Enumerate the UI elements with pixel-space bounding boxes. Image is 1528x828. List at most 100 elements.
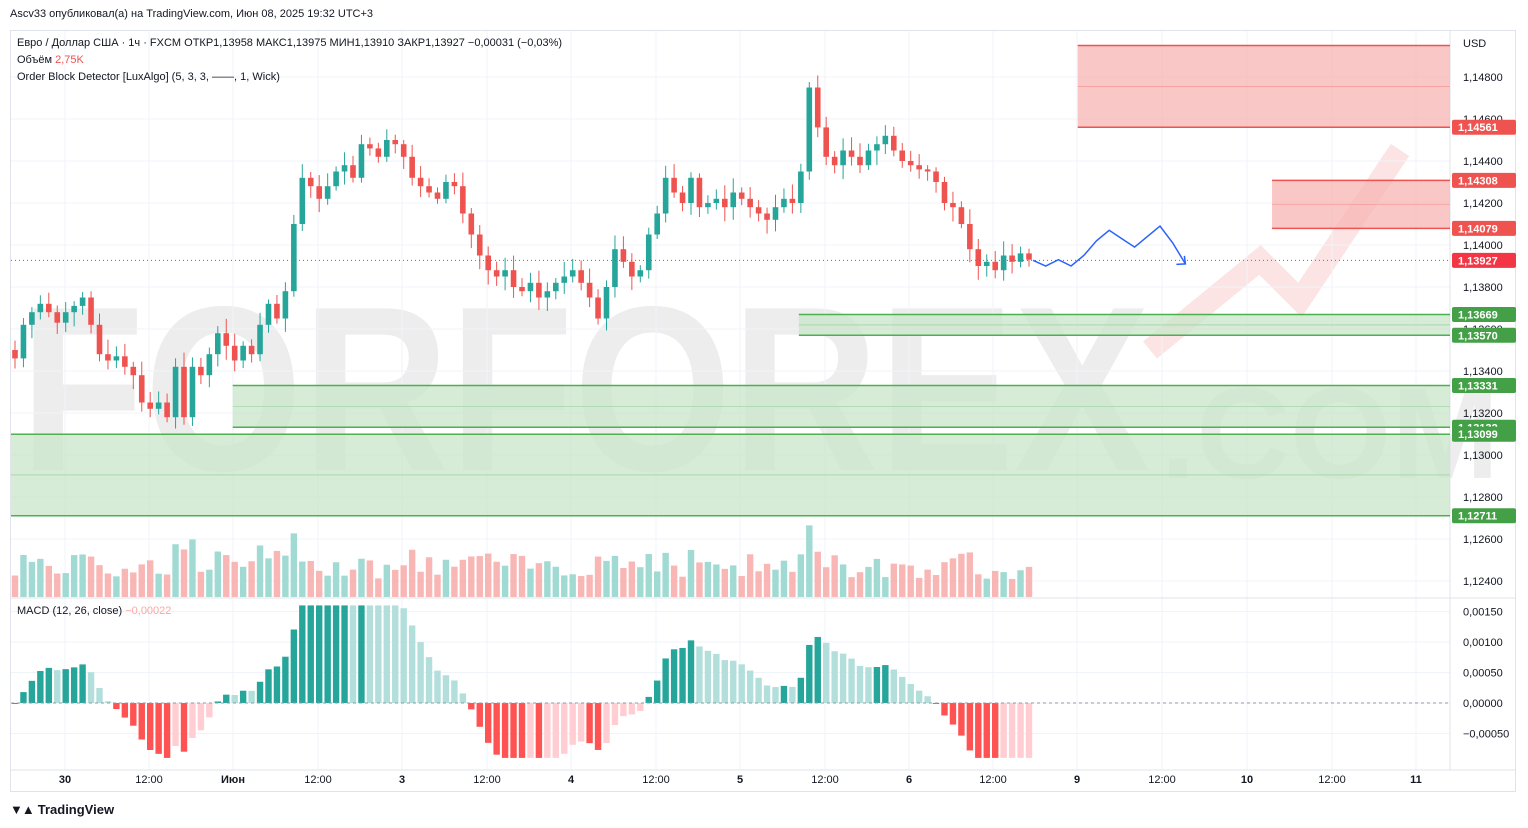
time-tick-label: 12:00 xyxy=(979,774,1007,786)
currency-label[interactable]: USD xyxy=(1463,38,1487,50)
volume-bar xyxy=(687,549,695,597)
volume-legend[interactable]: Объём 2,75K xyxy=(17,52,562,69)
candle-body xyxy=(502,270,508,277)
macd-histogram-bar xyxy=(147,703,154,750)
volume-bar xyxy=(392,569,399,597)
volume-bar xyxy=(130,572,137,597)
candle-body xyxy=(629,261,635,277)
candle-body xyxy=(79,297,86,306)
candle-body xyxy=(20,324,27,359)
candle-body xyxy=(831,156,838,166)
volume-bar xyxy=(147,560,154,597)
candle-body xyxy=(789,198,796,203)
time-tick-label: 12:00 xyxy=(135,774,163,786)
volume-bar xyxy=(248,561,255,597)
volume-bar xyxy=(45,565,52,597)
candle-body xyxy=(569,270,576,277)
candle-body xyxy=(493,270,500,277)
macd-histogram-bar xyxy=(839,653,847,703)
time-tick-label: 4 xyxy=(568,774,575,786)
volume-bar xyxy=(358,558,365,597)
indicator-line[interactable]: Order Block Detector [LuxAlgo] (5, 3, 3,… xyxy=(17,71,280,83)
volume-bar xyxy=(823,567,830,597)
macd-histogram-bar xyxy=(603,703,610,744)
candle-body xyxy=(96,324,103,355)
macd-histogram-bar xyxy=(992,703,999,758)
price-label-text: 1,13570 xyxy=(1458,330,1498,342)
symbol-line[interactable]: Евро / Доллар США · 1ч · FXCM ОТКР1,1395… xyxy=(17,37,563,49)
candle-body xyxy=(88,297,94,325)
macd-histogram-bar xyxy=(79,664,86,703)
candle-body xyxy=(950,203,956,208)
macd-histogram-bar xyxy=(645,696,652,703)
volume-bar xyxy=(637,567,644,597)
volume-bar xyxy=(206,569,213,597)
volume-bar xyxy=(797,554,805,597)
candle-body xyxy=(316,186,322,199)
macd-histogram-bar xyxy=(400,608,407,703)
macd-tick-label: 0,00000 xyxy=(1463,698,1503,710)
price-tick-label: 1,13200 xyxy=(1463,408,1503,420)
macd-histogram-bar xyxy=(856,665,864,703)
candle-body xyxy=(612,249,618,287)
macd-histogram-bar xyxy=(45,667,52,703)
volume-bar xyxy=(282,555,289,597)
macd-histogram-bar xyxy=(501,703,509,758)
volume-bar xyxy=(104,573,112,597)
chart-frame xyxy=(10,30,1516,792)
candle-body xyxy=(206,354,213,376)
price-label-badge xyxy=(1452,307,1516,323)
volume-bar xyxy=(256,545,264,597)
candle-body xyxy=(730,192,737,208)
candle-body xyxy=(958,207,965,224)
macd-histogram-bar xyxy=(299,605,306,703)
volume-bar xyxy=(96,565,103,597)
time-tick-label: 5 xyxy=(737,774,743,786)
macd-histogram-bar xyxy=(434,670,441,703)
macd-histogram-bar xyxy=(324,605,331,703)
price-label-text: 1,14561 xyxy=(1458,122,1498,134)
volume-bar xyxy=(408,549,416,597)
volume-bar xyxy=(1025,566,1033,597)
footer-brand[interactable]: ▼▲ TradingView xyxy=(10,802,114,817)
volume-bar xyxy=(856,572,864,597)
candle-body xyxy=(105,354,111,361)
macd-histogram-bar xyxy=(755,677,762,703)
macd-histogram-bar xyxy=(476,703,483,727)
candle-body xyxy=(37,303,44,313)
macd-histogram-bar xyxy=(958,703,965,736)
volume-bar xyxy=(628,561,636,597)
candle-body xyxy=(933,171,939,182)
volume-bar xyxy=(434,574,441,597)
time-tick-label: 12:00 xyxy=(811,774,839,786)
macd-histogram-bar xyxy=(696,646,703,703)
price-label-text: 1,14079 xyxy=(1458,223,1498,235)
candle-body xyxy=(705,203,711,208)
volume-bar xyxy=(121,568,129,597)
volume-bar xyxy=(138,564,145,597)
macd-histogram-bar xyxy=(54,670,61,703)
volume-label: Объём xyxy=(17,54,53,66)
volume-bar xyxy=(70,555,78,597)
macd-histogram-bar xyxy=(975,703,982,758)
candle-body xyxy=(772,207,779,220)
volume-bar xyxy=(890,563,897,597)
candle-body xyxy=(71,305,77,313)
candle-body xyxy=(992,261,998,271)
candle-body xyxy=(62,312,69,323)
macd-legend[interactable]: MACD (12, 26, close) −0,00022 xyxy=(17,605,171,617)
candle-body xyxy=(384,140,390,157)
macd-histogram-bar xyxy=(772,687,779,703)
macd-histogram-bar xyxy=(814,636,821,703)
price-tick-label: 1,13400 xyxy=(1463,366,1503,378)
volume-value: 2,75K xyxy=(55,54,84,66)
volume-bar xyxy=(375,578,382,597)
candle-body xyxy=(620,249,627,262)
volume-bar xyxy=(763,563,771,597)
candle-body xyxy=(257,324,263,355)
macd-tick-label: −0,00050 xyxy=(1463,729,1509,741)
macd-histogram-bar xyxy=(113,703,120,710)
macd-histogram-bar xyxy=(189,703,196,738)
volume-bar xyxy=(603,560,610,597)
